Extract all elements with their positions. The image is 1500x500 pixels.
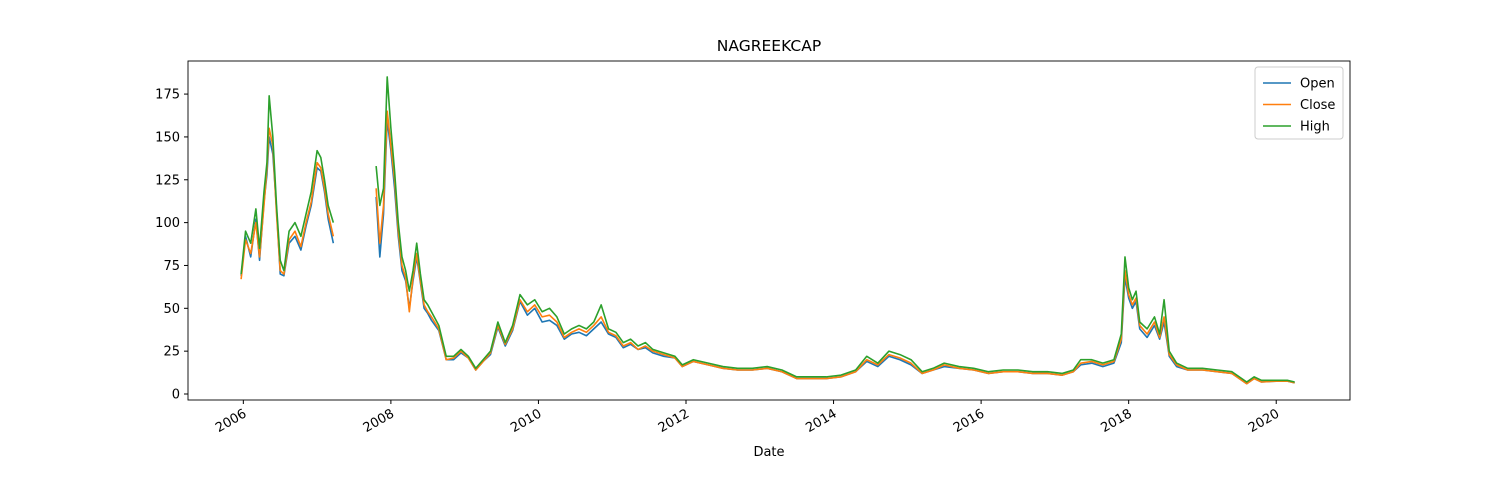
legend-label: High <box>1300 120 1330 135</box>
y-tick-label: 125 <box>155 173 180 188</box>
y-tick-label: 50 <box>163 302 180 317</box>
legend-label: Close <box>1300 98 1335 113</box>
y-tick-label: 150 <box>155 130 180 145</box>
y-tick-label: 25 <box>163 345 180 360</box>
plot-frame <box>187 60 1351 401</box>
y-tick-label: 75 <box>163 259 180 274</box>
y-tick-label: 175 <box>155 88 180 103</box>
series-line <box>240 76 1295 383</box>
x-axis-label: Date <box>753 445 784 460</box>
y-tick-label: 0 <box>172 388 180 403</box>
y-tick-label: 100 <box>155 216 180 231</box>
legend-box <box>1254 66 1344 140</box>
chart-title: NAGREEKCAP <box>717 37 821 55</box>
legend-label: Open <box>1300 77 1335 92</box>
legend: Open Close High <box>1254 66 1344 140</box>
